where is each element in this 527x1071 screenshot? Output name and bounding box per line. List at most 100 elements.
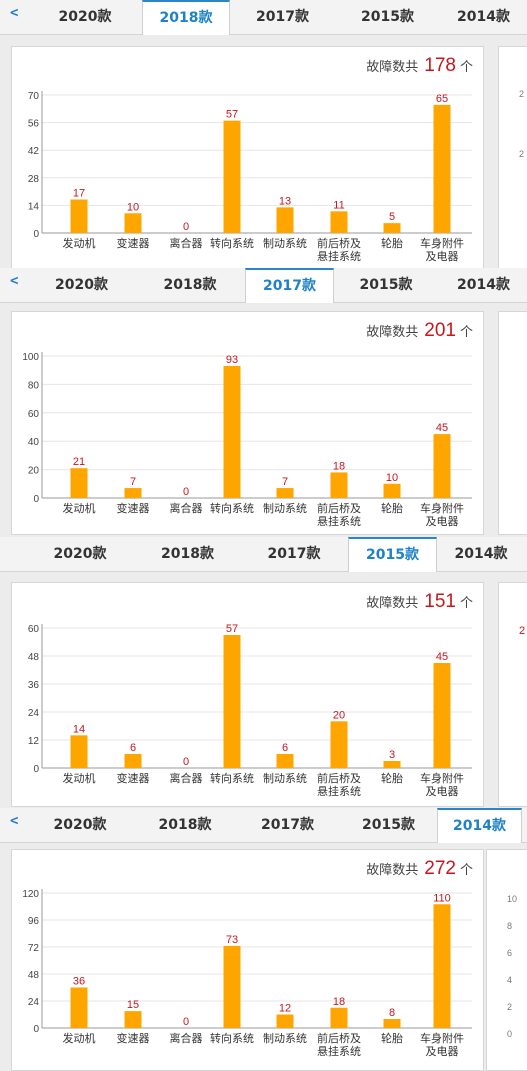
- data-label: 65: [436, 93, 448, 105]
- tab-2020款[interactable]: 2020款: [58, 9, 112, 25]
- data-label: 8: [389, 1007, 395, 1019]
- bar-转向系统: [223, 120, 241, 233]
- fault-total-unit: 个: [459, 595, 473, 610]
- adjacent-tick-label: 4: [507, 975, 513, 985]
- y-tick-label: 48: [28, 652, 40, 663]
- data-label: 0: [183, 221, 189, 233]
- data-label: 18: [333, 996, 345, 1008]
- x-tick-label: 及电器: [426, 785, 459, 798]
- year-tab-bar: <2020款 2018款 2017款 2015款 2014款: [0, 808, 527, 843]
- x-tick-label: 车身附件: [420, 236, 464, 250]
- tab-2017款[interactable]: 2017款: [261, 817, 314, 833]
- bar-制动系统: [276, 207, 294, 233]
- back-arrow-icon[interactable]: <: [10, 5, 19, 21]
- adjacent-chart-card: 10 8 6 4 2 0: [486, 849, 527, 1071]
- x-tick-label: 离合器: [170, 236, 203, 250]
- tab-2018款[interactable]: 2018款: [163, 277, 217, 293]
- x-tick-label: 转向系统: [210, 236, 254, 250]
- fault-chart-card: 故障数共 201 个 0 20 40 60 80 100 21 发动机 7 变速器 0 离合器 93 转向系统 7…: [11, 311, 484, 535]
- tab-2015款[interactable]: 2015款: [359, 277, 413, 293]
- y-tick-label: 36: [28, 680, 40, 691]
- tab-2018款[interactable]: 2018款: [158, 817, 212, 833]
- x-tick-label: 轮胎: [381, 771, 403, 785]
- adjacent-tick-label: 2: [519, 89, 525, 99]
- data-label: 0: [183, 486, 189, 498]
- y-tick-label: 0: [33, 229, 39, 240]
- data-label: 7: [282, 476, 288, 488]
- x-tick-label: 轮胎: [381, 236, 403, 250]
- bar-转向系统: [223, 365, 241, 498]
- x-tick-label: 离合器: [170, 1031, 203, 1045]
- bar-制动系统: [276, 1014, 294, 1028]
- adjacent-tick-label: 0: [507, 1029, 513, 1039]
- x-tick-label: 悬挂系统: [317, 784, 361, 798]
- fault-total-unit: 个: [459, 59, 473, 74]
- fault-bar-chart: 0 14 28 42 56 70 17 发动机 10 变速器 0 离合器 57 转向系统 13 制动系统 11 前…: [28, 91, 472, 263]
- fault-bar-chart: 0 12 24 36 48 60 14 发动机 6 变速器 0 离合器 57 转向系统 6 制动系统 20 前后桥…: [28, 623, 472, 798]
- y-tick-label: 120: [22, 889, 39, 900]
- fault-total-unit: 个: [459, 324, 473, 339]
- x-tick-label: 车身附件: [420, 1031, 464, 1045]
- x-tick-label: 前后桥及: [317, 1031, 361, 1045]
- y-tick-label: 40: [28, 437, 40, 448]
- fault-chart-card: 故障数共 151 个 0 12 24 36 48 60 14 发动机 6 变速器 0 离合器 57 转向系统 6 制…: [11, 582, 484, 807]
- fault-total: 故障数共 272 个: [366, 858, 473, 880]
- back-arrow-icon[interactable]: <: [10, 273, 19, 289]
- bar-车身附件及电器: [433, 904, 451, 1028]
- x-tick-label: 轮胎: [381, 501, 403, 515]
- tab-2018款[interactable]: 2018款: [142, 0, 230, 35]
- bar-轮胎: [383, 223, 401, 233]
- data-label: 15: [127, 999, 139, 1011]
- x-tick-label: 前后桥及: [317, 236, 361, 250]
- y-tick-label: 24: [28, 997, 40, 1008]
- x-tick-label: 制动系统: [263, 772, 307, 785]
- x-tick-label: 悬挂系统: [317, 514, 361, 528]
- y-tick-label: 70: [28, 91, 40, 102]
- adjacent-tick-label: 2: [507, 1002, 513, 1012]
- tab-2017款[interactable]: 2017款: [256, 9, 309, 25]
- data-label: 57: [226, 109, 238, 121]
- bar-变速器: [124, 754, 142, 768]
- bar-发动机: [70, 735, 88, 768]
- tab-2014款[interactable]: 2014款: [457, 277, 510, 293]
- tab-2014款[interactable]: 2014款: [457, 9, 510, 25]
- bar-发动机: [70, 987, 88, 1028]
- y-tick-label: 56: [28, 119, 40, 130]
- adjacent-tick-label: 2: [519, 625, 526, 637]
- fault-total-label: 故障数共: [366, 59, 419, 74]
- x-tick-label: 前后桥及: [317, 501, 361, 515]
- y-tick-label: 12: [28, 736, 40, 747]
- bar-制动系统: [276, 488, 294, 498]
- fault-total-label: 故障数共: [366, 862, 419, 877]
- bar-前后桥及悬挂系统: [330, 472, 348, 498]
- fault-bar-chart: 0 20 40 60 80 100 21 发动机 7 变速器 0 离合器 93 转向系统 7 制动系统 18 前后…: [22, 352, 472, 528]
- bar-变速器: [124, 488, 142, 498]
- x-tick-label: 发动机: [63, 771, 96, 785]
- x-tick-label: 车身附件: [420, 771, 464, 785]
- tab-2020款[interactable]: 2020款: [53, 546, 107, 562]
- y-tick-label: 0: [33, 764, 39, 775]
- data-label: 45: [436, 422, 448, 434]
- tab-2015款[interactable]: 2015款: [361, 9, 414, 25]
- bar-制动系统: [276, 754, 294, 768]
- y-tick-label: 28: [28, 174, 40, 185]
- tab-2014款[interactable]: 2014款: [454, 546, 508, 562]
- tab-2017款[interactable]: 2017款: [245, 268, 334, 303]
- data-label: 0: [183, 756, 189, 768]
- y-tick-label: 14: [28, 201, 40, 212]
- tab-2018款[interactable]: 2018款: [161, 546, 214, 562]
- x-tick-label: 转向系统: [210, 501, 254, 515]
- x-tick-label: 离合器: [170, 771, 203, 785]
- tab-2020款[interactable]: 2020款: [55, 277, 108, 293]
- adjacent-chart-card: 2: [498, 582, 527, 807]
- data-label: 93: [226, 354, 238, 366]
- back-arrow-icon[interactable]: <: [10, 813, 19, 829]
- tab-2015款[interactable]: 2015款: [362, 817, 415, 833]
- tab-2020款[interactable]: 2020款: [53, 817, 107, 833]
- tab-2014款[interactable]: 2014款: [437, 808, 522, 843]
- data-label: 110: [433, 892, 451, 904]
- tab-2017款[interactable]: 2017款: [267, 546, 321, 562]
- tab-2015款[interactable]: 2015款: [348, 537, 437, 572]
- bar-车身附件及电器: [433, 104, 451, 233]
- bar-变速器: [124, 213, 142, 233]
